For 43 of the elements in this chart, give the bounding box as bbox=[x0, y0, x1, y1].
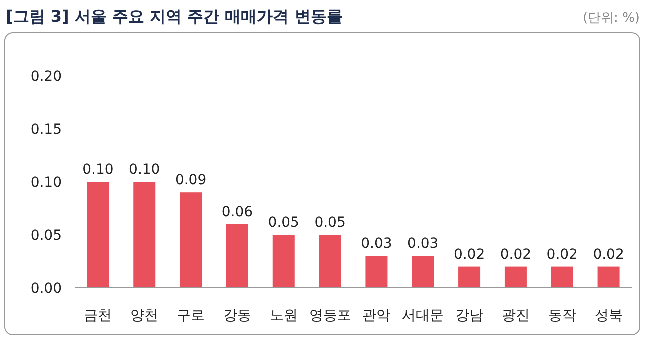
data-label: 0.05 bbox=[268, 215, 300, 231]
data-label: 0.02 bbox=[500, 246, 532, 263]
data-label: 0.09 bbox=[175, 172, 207, 189]
x-tick-label: 관악 bbox=[362, 308, 391, 324]
y-tick-label: 0.10 bbox=[30, 175, 62, 191]
bar bbox=[180, 192, 202, 288]
x-tick-label: 서대문 bbox=[402, 308, 444, 324]
chart-title: [그림 3] 서울 주요 지역 주간 매매가격 변동률 bbox=[6, 7, 343, 26]
y-tick-label: 0.05 bbox=[30, 228, 62, 244]
x-tick-label: 동작 bbox=[548, 308, 576, 324]
x-tick-label: 노원 bbox=[270, 308, 298, 324]
data-label: 0.02 bbox=[454, 246, 486, 263]
y-tick-label: 0.15 bbox=[30, 122, 62, 138]
x-tick-label: 금천 bbox=[84, 308, 112, 324]
data-label: 0.03 bbox=[408, 236, 439, 252]
y-tick-label: 0.20 bbox=[30, 69, 62, 85]
x-tick-label: 구로 bbox=[177, 308, 206, 324]
bar bbox=[458, 266, 481, 288]
data-label: 0.06 bbox=[222, 204, 254, 220]
x-tick-label: 강동 bbox=[223, 308, 252, 324]
bar bbox=[551, 266, 574, 288]
data-label: 0.10 bbox=[129, 162, 160, 178]
data-label: 0.02 bbox=[593, 246, 624, 263]
text: (단위: %) bbox=[582, 11, 640, 26]
data-label: 0.02 bbox=[546, 246, 578, 263]
bar bbox=[504, 266, 527, 288]
x-tick-label: 광진 bbox=[502, 308, 530, 324]
bar bbox=[134, 182, 156, 288]
y-tick-label: 0.00 bbox=[30, 281, 62, 297]
bar bbox=[319, 235, 342, 288]
data-label: 0.10 bbox=[82, 162, 114, 178]
data-label: 0.05 bbox=[314, 215, 346, 231]
x-tick-label: 강남 bbox=[456, 308, 484, 324]
bar bbox=[598, 266, 620, 288]
bar bbox=[87, 182, 110, 288]
x-tick-label: 영등포 bbox=[309, 308, 352, 324]
x-tick-label: 성북 bbox=[594, 308, 623, 324]
bar bbox=[366, 256, 388, 288]
bar bbox=[412, 256, 434, 288]
data-label: 0.03 bbox=[361, 236, 392, 252]
x-tick-label: 양천 bbox=[130, 308, 159, 324]
bar bbox=[272, 235, 295, 288]
bar bbox=[226, 224, 248, 288]
